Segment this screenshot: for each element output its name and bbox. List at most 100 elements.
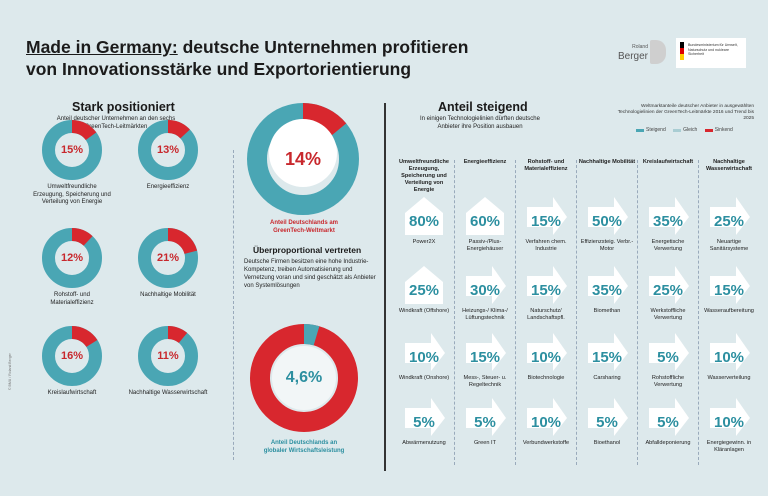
market-label: Nachhaltige Mobilität [140,292,196,298]
trend-value: 15% [530,213,562,230]
column-head: Energieeffizienz [463,159,507,165]
arrow-shape [405,197,443,235]
trend-label: Effizienzsteig. Verbr.-Motor [580,239,634,252]
trend-cell: 35% Energetische Verwertung [639,195,697,259]
trend-flat-arrow-icon [588,266,628,304]
arrow-shape [649,333,689,371]
column-separator [576,160,577,465]
legend-flat: Gleich [673,127,697,133]
trend-label: Wasseraufbereitung [704,308,754,314]
gdp-share-segment [250,324,358,432]
trend-value: 60% [469,213,501,230]
logos: Roland Berger Bundesministerium für Umwel… [612,38,746,68]
trend-cell: 25% Neuartige Sanitärsysteme [700,195,758,259]
trend-label: Abwärmenutzung [402,440,446,446]
trend-label: Carsharing [593,375,621,381]
trend-cell: 80% Power2X [395,195,453,259]
section-divider [384,103,386,471]
trend-cell: 35% Biomethan [578,264,636,328]
trend-flat-arrow-icon [710,266,750,304]
trend-cell: 5% Rohstoffliche Verwertung [639,331,697,395]
trend-flat-arrow-icon [710,197,750,235]
trend-flat-arrow-icon [527,197,567,235]
trend-flat-arrow-icon [710,333,750,371]
arrow-shape [466,333,506,371]
trend-value: 5% [657,414,679,431]
trend-value: 5% [474,414,496,431]
gdp-donut: 4,6% [250,324,358,432]
trend-value: 30% [469,282,501,299]
trend-up-arrow-icon [405,266,443,304]
trend-label: Biomethan [593,308,621,314]
arrow-shape [527,333,567,371]
trend-value: 15% [469,349,501,366]
trend-up-arrow-icon [466,197,504,235]
world-market-pct: 14% [284,148,322,169]
arrow-shape [588,266,628,304]
arrow-shape [710,398,750,436]
trend-cell: 25% Windkraft (Offshore) [395,264,453,328]
arrow-shape [466,197,504,235]
trend-flat-arrow-icon [466,398,506,436]
trend-label: Power2X [412,239,436,245]
middle-text: Deutsche Firmen besitzen eine hohe Indus… [244,259,376,289]
trend-label: Werkstoffliche Verwertung [650,308,686,321]
market-pct: 21% [156,252,180,264]
column-head: Kreislaufwirtschaft [642,159,694,165]
legend-up: Steigend [636,127,666,133]
column-separator [637,160,638,465]
trend-value: 5% [596,414,618,431]
trend-label: Bioethanol [593,440,621,446]
trend-value: 35% [591,282,623,299]
trend-value: 35% [652,213,684,230]
trend-value: 25% [652,282,684,299]
trend-cell: 15% Wasseraufbereitung [700,264,758,328]
arrow-shape [466,398,506,436]
column-separator [454,160,455,465]
trend-cell: 10% Energiegewinn. in Kläranlagen [700,396,758,460]
trend-value: 10% [713,414,745,431]
trend-value: 15% [530,282,562,299]
ministry-logo: Bundesministerium für Umwelt, Naturschut… [676,38,746,68]
trend-flat-arrow-icon [588,398,628,436]
trend-value: 25% [408,282,440,299]
trend-label: Abfalldeponierung [645,440,691,446]
market-donut: 21% [138,228,198,288]
arrow-shape [405,398,445,436]
trend-flat-arrow-icon [588,333,628,371]
trend-label: Wasserverteilung [707,375,751,381]
trend-label: Passiv-/Plus-Energiehäuser [466,239,504,252]
flag-icon [680,42,684,60]
market-donut: 12% [42,228,102,288]
trend-cell: 15% Naturschutz/ Landschaftspfl. [517,264,575,328]
market-donut: 15% [42,120,102,180]
market-pct: 11% [157,350,179,362]
trend-flat-arrow-icon [588,197,628,235]
column-head: Nachhaltige Wasserwirtschaft [705,159,753,172]
trend-cell: 10% Verbundwerkstoffe [517,396,575,460]
market-label: Energieeffizienz [146,184,190,190]
arrow-shape [527,197,567,235]
trend-flat-arrow-icon [710,398,750,436]
column-separator [698,160,699,465]
roland-berger-mark-icon [650,40,666,64]
market-share-segment [42,120,102,180]
arrow-shape [405,266,443,304]
trend-flat-arrow-icon [405,333,445,371]
trend-flat-arrow-icon [527,398,567,436]
trend-cell: 50% Effizienzsteig. Verbr.-Motor [578,195,636,259]
column-head: Rohstoff- und Materialeffizienz [524,159,568,172]
market-share-segment [42,326,102,386]
left-heading: Stark positioniert [72,100,175,114]
world-market-donut: 14% [247,103,359,215]
trend-label: Mess-, Steuer- u. Regeltechnik [463,375,507,388]
market-share-segment [42,228,102,288]
market-pct: 13% [156,144,180,156]
trend-label: Energetische Verwertung [651,239,685,252]
trend-flat-arrow-icon [649,333,689,371]
left-subtitle: Anteil deutscher Unternehmen an den sech… [56,116,176,130]
arrow-shape [710,266,750,304]
separator [233,150,234,460]
arrow-shape [527,398,567,436]
trend-label: Verbundwerkstoffe [522,440,570,446]
